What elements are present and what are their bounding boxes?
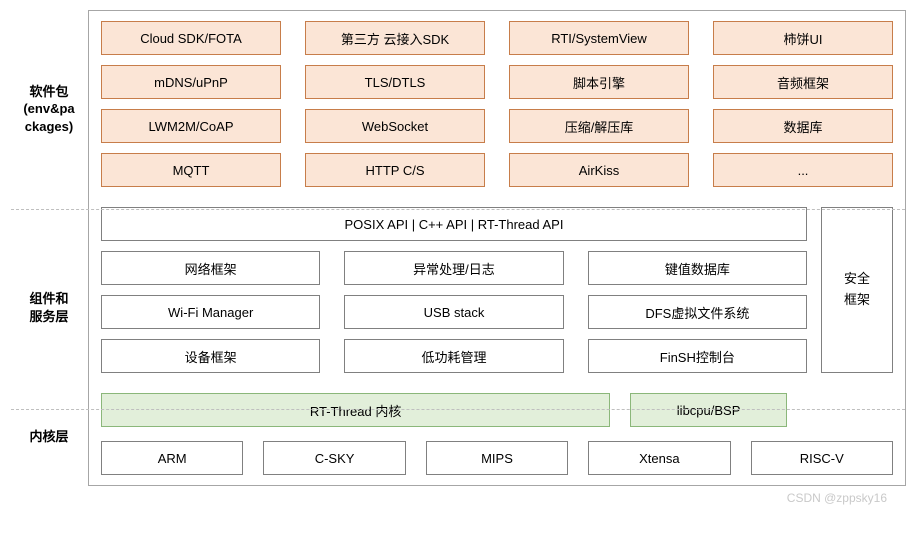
svc-device-framework: 设备框架 — [101, 339, 320, 373]
kernel-spacer — [807, 393, 893, 427]
label-kernel: 内核层 — [10, 408, 88, 466]
kernel-libcpu-bsp: libcpu/BSP — [630, 393, 787, 427]
svc-usb-stack: USB stack — [344, 295, 563, 329]
packages-grid: Cloud SDK/FOTA 第三方 云接入SDK RTI/SystemView… — [101, 21, 893, 187]
pkg-lwm2m-coap: LWM2M/CoAP — [101, 109, 281, 143]
arch-riscv: RISC-V — [751, 441, 893, 475]
services-grid: 网络框架 异常处理/日志 键值数据库 Wi-Fi Manager USB sta… — [101, 251, 807, 373]
arch-row: ARM C-SKY MIPS Xtensa RISC-V — [101, 441, 893, 475]
pkg-mdns-upnp: mDNS/uPnP — [101, 65, 281, 99]
pkg-audio-framework: 音频框架 — [713, 65, 893, 99]
pkg-mqtt: MQTT — [101, 153, 281, 187]
pkg-compress: 压缩/解压库 — [509, 109, 689, 143]
services-left: POSIX API | C++ API | RT-Thread API 网络框架… — [101, 207, 807, 373]
pkg-persimmon-ui: 柿饼UI — [713, 21, 893, 55]
pkg-cloud-sdk-fota: Cloud SDK/FOTA — [101, 21, 281, 55]
arch-mips: MIPS — [426, 441, 568, 475]
watermark: CSDN @zppsky16 — [787, 491, 887, 505]
pkg-airkiss: AirKiss — [509, 153, 689, 187]
svc-network-framework: 网络框架 — [101, 251, 320, 285]
arch-csky: C-SKY — [263, 441, 405, 475]
separator-2 — [11, 409, 905, 410]
arch-arm: ARM — [101, 441, 243, 475]
api-bar: POSIX API | C++ API | RT-Thread API — [101, 207, 807, 241]
architecture-diagram: 软件包 (env&pa ckages) 组件和 服务层 内核层 Cloud SD… — [10, 10, 906, 486]
svc-wifi-manager: Wi-Fi Manager — [101, 295, 320, 329]
pkg-script-engine: 脚本引擎 — [509, 65, 689, 99]
pkg-http-cs: HTTP C/S — [305, 153, 485, 187]
label-services: 组件和 服务层 — [10, 208, 88, 408]
safety-framework: 安全 框架 — [821, 207, 893, 373]
kernel-core: RT-Thread 内核 — [101, 393, 610, 427]
pkg-rti-systemview: RTI/SystemView — [509, 21, 689, 55]
separator-1 — [11, 209, 905, 210]
svc-exception-logging: 异常处理/日志 — [344, 251, 563, 285]
services-section: POSIX API | C++ API | RT-Thread API 网络框架… — [101, 207, 893, 373]
svc-low-power: 低功耗管理 — [344, 339, 563, 373]
main-panel: Cloud SDK/FOTA 第三方 云接入SDK RTI/SystemView… — [88, 10, 906, 486]
svc-dfs: DFS虚拟文件系统 — [588, 295, 807, 329]
svc-finsh: FinSH控制台 — [588, 339, 807, 373]
svc-kv-database: 键值数据库 — [588, 251, 807, 285]
layer-labels-column: 软件包 (env&pa ckages) 组件和 服务层 内核层 — [10, 10, 88, 486]
label-packages: 软件包 (env&pa ckages) — [10, 10, 88, 208]
pkg-database: 数据库 — [713, 109, 893, 143]
kernel-row: RT-Thread 内核 libcpu/BSP — [101, 393, 893, 427]
pkg-thirdparty-cloud-sdk: 第三方 云接入SDK — [305, 21, 485, 55]
pkg-websocket: WebSocket — [305, 109, 485, 143]
arch-xtensa: Xtensa — [588, 441, 730, 475]
pkg-tls-dtls: TLS/DTLS — [305, 65, 485, 99]
pkg-more: ... — [713, 153, 893, 187]
